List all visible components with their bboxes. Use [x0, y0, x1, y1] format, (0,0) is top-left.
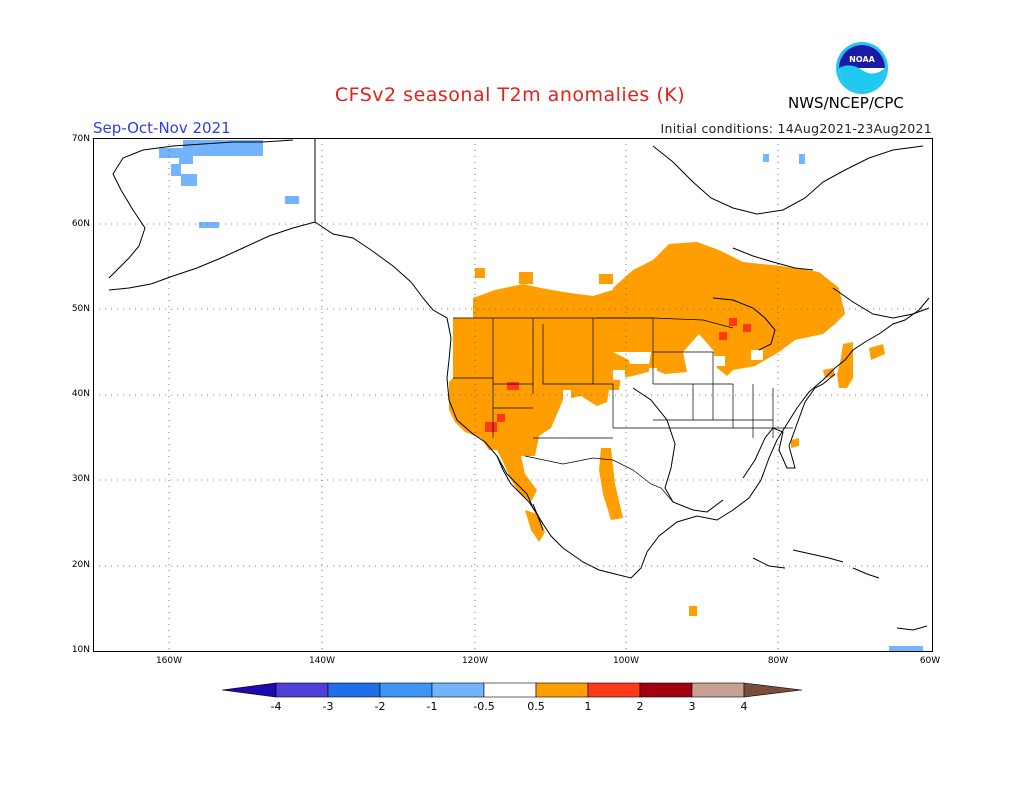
lat-label-20n: 20N [71, 560, 90, 570]
lat-label-10n: 10N [71, 645, 90, 655]
colorbar-label: -4 [270, 700, 282, 713]
colorbar-bin [327, 682, 381, 698]
lat-label-50n: 50N [71, 304, 90, 314]
anomaly-map [93, 138, 933, 652]
organization-label: NWS/NCEP/CPC [788, 94, 904, 112]
warm-anomaly-region [449, 242, 885, 616]
colorbar-bin [639, 682, 693, 698]
colorbar-label: 4 [740, 700, 748, 713]
colorbar-bin [431, 682, 485, 698]
graticule [93, 138, 933, 652]
lon-label-140w: 140W [308, 656, 336, 666]
colorbar-label: -2 [374, 700, 386, 713]
lat-label-60n: 60N [71, 219, 90, 229]
map-title: CFSv2 seasonal T2m anomalies (K) [334, 84, 686, 106]
coastlines [108, 138, 930, 631]
colorbar-label: -3 [322, 700, 334, 713]
colorbar-label: 1 [584, 700, 592, 713]
lon-label-60w: 60W [919, 656, 941, 666]
colorbar-label: 3 [688, 700, 696, 713]
lat-label-70n: 70N [71, 134, 90, 144]
lat-label-30n: 30N [71, 474, 90, 484]
lon-label-100w: 100W [612, 656, 640, 666]
colorbar-label: -1 [426, 700, 438, 713]
noaa-logo: NOAA [836, 42, 888, 94]
colorbar-bin [535, 682, 589, 698]
colorbar [222, 682, 802, 698]
colorbar-arrow-high [743, 682, 802, 698]
colorbar-label: -0.5 [473, 700, 495, 713]
colorbar-label: 2 [636, 700, 644, 713]
season-label: Sep-Oct-Nov 2021 [93, 119, 231, 137]
political-borders [453, 317, 793, 503]
lon-label-80w: 80W [767, 656, 789, 666]
initial-conditions-label: Initial conditions: 14Aug2021-23Aug2021 [660, 121, 932, 136]
lon-label-120w: 120W [461, 656, 489, 666]
colorbar-label: 0.5 [527, 700, 545, 713]
strong-warm-anomaly-region [485, 318, 751, 432]
logo-text: NOAA [849, 55, 875, 64]
colorbar-arrow-low [222, 682, 277, 698]
colorbar-bin [587, 682, 641, 698]
lon-label-160w: 160W [155, 656, 183, 666]
lat-label-40n: 40N [71, 389, 90, 399]
colorbar-bin [379, 682, 433, 698]
colorbar-bin [275, 682, 329, 698]
colorbar-bin [691, 682, 745, 698]
colorbar-bin [483, 682, 537, 698]
